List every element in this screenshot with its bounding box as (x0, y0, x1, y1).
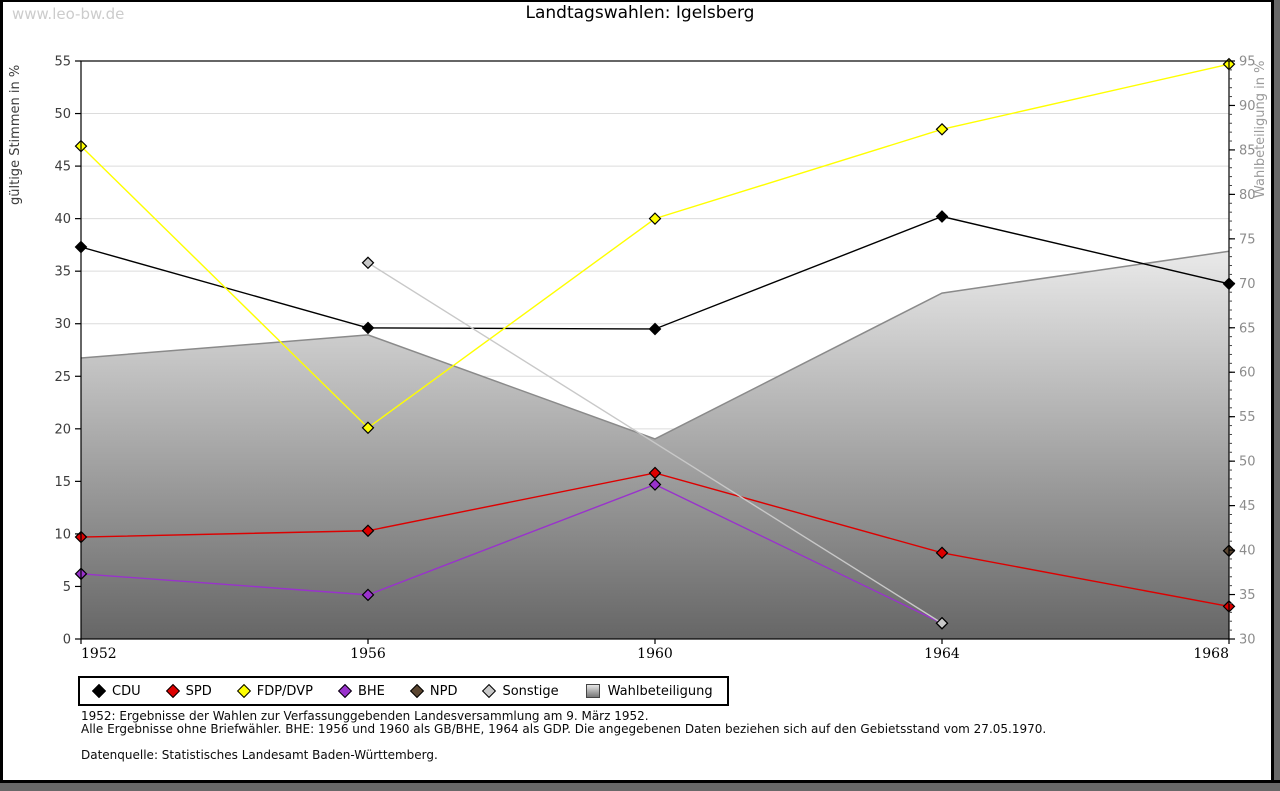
watermark: www.leo-bw.de (12, 5, 125, 23)
page-frame-right (1271, 0, 1274, 791)
left-axis-tick-label: 55 (54, 55, 71, 70)
spd-marker (361, 524, 375, 538)
left-axis-tick-label: 0 (63, 633, 71, 648)
right-axis-tick-label: 35 (1239, 588, 1256, 603)
left-axis-tick-label: 10 (54, 527, 71, 542)
left-axis-tick-label: 30 (54, 317, 71, 332)
right-axis-tick-label: 60 (1239, 366, 1256, 381)
cdu-marker (648, 322, 662, 336)
x-axis-tick-label: 1952 (81, 646, 117, 662)
right-axis-tick-label: 65 (1239, 321, 1256, 336)
legend-swatch-wahlbeteiligung (585, 684, 600, 698)
right-axis-tick-label: 55 (1239, 410, 1256, 425)
bhe-marker (648, 478, 662, 491)
x-axis-tick-label: 1956 (350, 646, 386, 662)
right-axis-tick-label: 45 (1239, 499, 1256, 514)
legend-label-cdu: CDU (112, 683, 141, 699)
legend-item-cdu: CDU (91, 683, 141, 699)
left-axis-tick-label: 50 (54, 107, 71, 122)
wahlbeteiligung-line (80, 250, 1230, 440)
left-axis-tick-label: 40 (54, 212, 71, 227)
fdp-dvp-marker (935, 122, 949, 136)
chart-legend: CDU SPD FDP/DVP BHE NPD Sonstige Wahlbeteiligu… (78, 676, 729, 706)
legend-item-npd: NPD (409, 683, 458, 699)
right-axis-tick-label: 70 (1239, 277, 1256, 292)
page-frame-left (0, 0, 3, 791)
legend-item-wahlbeteiligung: Wahlbeteiligung (585, 683, 713, 699)
legend-diamond-npd (409, 683, 424, 699)
right-axis-title: Wahlbeteiligung in % (1253, 60, 1268, 198)
right-axis-tick-label: 90 (1239, 99, 1256, 114)
legend-diamond-bhe (337, 683, 353, 699)
sonstige-marker (935, 616, 949, 630)
left-axis-tick-label: 15 (54, 475, 71, 490)
legend-diamond-sonstige (482, 683, 497, 699)
left-axis-tick-label: 25 (54, 370, 71, 385)
x-axis-tick-label: 1968 (1193, 646, 1229, 662)
legend-diamond-spd (165, 683, 180, 699)
legend-label-sonstige: Sonstige (502, 683, 559, 699)
fdp-dvp-marker (648, 212, 662, 225)
right-axis-tick-label: 75 (1239, 232, 1256, 247)
cdu-marker (361, 321, 375, 335)
legend-label-npd: NPD (429, 683, 458, 699)
left-axis-tick-label: 5 (63, 580, 71, 595)
left-axis-tick-label: 45 (54, 160, 71, 175)
footnote-line2: Alle Ergebnisse ohne Briefwähler. BHE: 1… (81, 722, 1047, 736)
sonstige-line (367, 262, 943, 624)
right-axis-tick-label: 40 (1239, 544, 1256, 559)
x-axis-tick-label: 1964 (924, 646, 960, 662)
legend-label-wahlbeteiligung: Wahlbeteiligung (607, 683, 713, 699)
legend-item-sonstige: Sonstige (482, 683, 559, 699)
right-axis-tick-label: 95 (1239, 55, 1256, 70)
wahlbeteiligung-area (81, 251, 1229, 639)
page-frame-top (0, 0, 1280, 2)
spd-marker (935, 546, 949, 560)
legend-item-bhe: BHE (337, 683, 385, 699)
right-axis-tick-label: 85 (1239, 143, 1256, 158)
footnote-line1: 1952: Ergebnisse der Wahlen zur Verfassu… (81, 709, 649, 723)
page-frame-bottom (0, 780, 1280, 783)
bhe-line (80, 483, 943, 624)
right-axis-tick-label: 50 (1239, 455, 1256, 470)
legend-item-fdp-dvp: FDP/DVP (236, 683, 313, 699)
legend-label-bhe: BHE (357, 683, 385, 699)
right-axis-tick-label: 80 (1239, 188, 1256, 203)
bhe-marker (361, 588, 375, 602)
page-frame-right-shadow (1274, 0, 1280, 791)
sonstige-marker (361, 256, 375, 270)
left-axis-tick-label: 35 (54, 265, 71, 280)
left-axis-tick-label: 20 (54, 422, 71, 437)
right-axis-tick-label: 30 (1239, 633, 1256, 648)
fdp-dvp-marker (361, 421, 375, 435)
legend-label-spd: SPD (185, 683, 212, 699)
footnote-source: Datenquelle: Statistisches Landesamt Bad… (81, 748, 438, 762)
legend-item-spd: SPD (165, 683, 212, 699)
page-frame-bottom-shadow (0, 783, 1280, 791)
x-axis-tick-label: 1960 (637, 646, 673, 662)
legend-label-fdp-dvp: FDP/DVP (256, 683, 313, 699)
legend-diamond-fdp-dvp (236, 683, 251, 699)
chart-title: Landtagswahlen: Igelsberg (525, 3, 755, 23)
left-axis-title: gültige Stimmen in % (8, 64, 23, 205)
legend-diamond-cdu (91, 683, 107, 699)
cdu-marker (935, 210, 949, 223)
